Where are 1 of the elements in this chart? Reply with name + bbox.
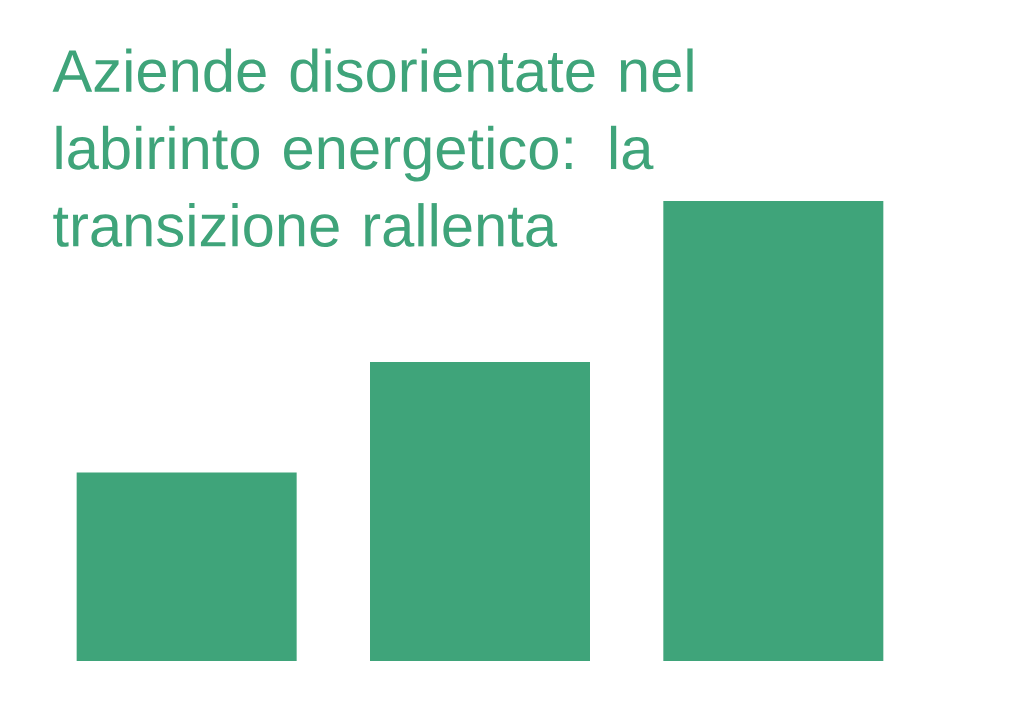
chart-title: Aziende disorientate nel labirinto energetico: la transizione rallenta	[52, 48, 693, 247]
